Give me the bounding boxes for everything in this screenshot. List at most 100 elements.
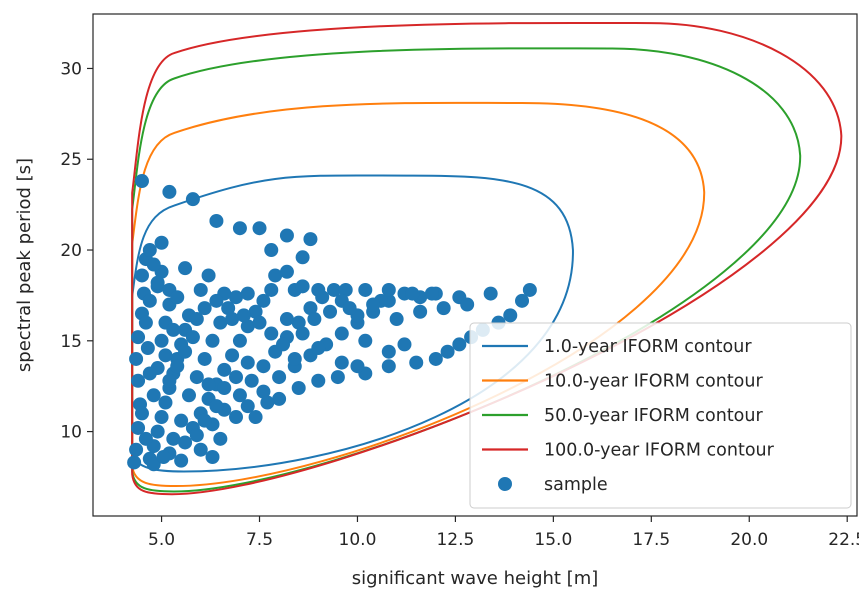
y-tick-label: 10 bbox=[60, 423, 82, 443]
sample-point bbox=[264, 326, 279, 341]
sample-point bbox=[217, 362, 232, 377]
x-axis: 5.0 7.5 10.0 12.5 15.0 17.5 20.0 22.5 bbox=[148, 516, 859, 550]
sample-point bbox=[424, 286, 439, 301]
sample-point bbox=[311, 282, 326, 297]
sample-point bbox=[225, 348, 240, 363]
sample-point bbox=[252, 315, 267, 330]
sample-point bbox=[138, 431, 153, 446]
sample-point bbox=[256, 293, 271, 308]
sample-point bbox=[244, 373, 259, 388]
sample-point bbox=[334, 326, 349, 341]
x-tick-label: 5.0 bbox=[148, 530, 175, 550]
sample-point bbox=[436, 301, 451, 316]
sample-point bbox=[154, 333, 169, 348]
legend-box bbox=[469, 322, 852, 509]
contour-2 bbox=[131, 101, 706, 488]
sample-point bbox=[291, 315, 306, 330]
sample-point bbox=[522, 282, 537, 297]
sample-point bbox=[154, 235, 169, 250]
sample-point bbox=[146, 388, 161, 403]
sample-point bbox=[197, 351, 212, 366]
sample-point bbox=[138, 315, 153, 330]
sample-point bbox=[205, 333, 220, 348]
sample-point bbox=[295, 250, 310, 265]
sample-point bbox=[174, 453, 189, 468]
sample-point bbox=[150, 275, 165, 290]
sample-point bbox=[232, 388, 247, 403]
x-tick-label: 10.0 bbox=[339, 530, 377, 550]
x-tick-label: 20.0 bbox=[730, 530, 768, 550]
sample-point bbox=[323, 304, 338, 319]
sample-point bbox=[185, 330, 200, 345]
sample-point bbox=[326, 282, 341, 297]
sample-point bbox=[162, 184, 177, 199]
contours-layer bbox=[131, 21, 843, 496]
sample-point bbox=[311, 373, 326, 388]
sample-point bbox=[381, 282, 396, 297]
sample-point bbox=[189, 428, 204, 443]
sample-point bbox=[225, 312, 240, 327]
sample-point bbox=[276, 337, 291, 352]
legend-label: 10.0-year IFORM contour bbox=[544, 372, 763, 392]
legend-label: 100.0-year IFORM contour bbox=[544, 441, 775, 461]
sample-point bbox=[358, 333, 373, 348]
sample-point bbox=[483, 286, 498, 301]
sample-point bbox=[248, 410, 263, 425]
legend-label: 50.0-year IFORM contour bbox=[544, 406, 763, 426]
sample-point bbox=[287, 351, 302, 366]
sample-point bbox=[409, 355, 424, 370]
sample-point bbox=[213, 431, 228, 446]
sample-point bbox=[229, 370, 244, 385]
y-tick-label: 30 bbox=[60, 59, 82, 79]
sample-point bbox=[205, 449, 220, 464]
sample-point bbox=[413, 304, 428, 319]
sample-point bbox=[330, 370, 345, 385]
sample-point bbox=[221, 301, 236, 316]
sample-point bbox=[170, 290, 185, 305]
y-tick-label: 25 bbox=[60, 150, 82, 170]
sample-point bbox=[201, 377, 216, 392]
sample-point bbox=[142, 366, 157, 381]
sample-point bbox=[232, 221, 247, 236]
sample-point bbox=[350, 359, 365, 374]
sample-point bbox=[162, 373, 177, 388]
sample-point bbox=[342, 301, 357, 316]
x-tick-label: 22.5 bbox=[828, 530, 859, 550]
sample-point bbox=[174, 413, 189, 428]
sample-point bbox=[256, 384, 271, 399]
sample-point bbox=[303, 232, 318, 247]
sample-point bbox=[358, 282, 373, 297]
sample-point bbox=[381, 344, 396, 359]
sample-point bbox=[131, 373, 146, 388]
sample-point bbox=[158, 348, 173, 363]
sample-point bbox=[291, 381, 306, 396]
plot-frame bbox=[92, 13, 858, 517]
sample-point bbox=[272, 370, 287, 385]
sample-point bbox=[189, 370, 204, 385]
sample-point bbox=[264, 243, 279, 258]
sample-point bbox=[236, 308, 251, 323]
sample-point bbox=[381, 359, 396, 374]
sample-point bbox=[197, 301, 212, 316]
sample-point bbox=[229, 410, 244, 425]
sample-point bbox=[178, 435, 193, 450]
sample-point bbox=[295, 326, 310, 341]
sample-point bbox=[264, 282, 279, 297]
sample-point bbox=[131, 420, 146, 435]
sample-point bbox=[197, 413, 212, 428]
sample-point bbox=[256, 359, 271, 374]
sample-point bbox=[366, 297, 381, 312]
legend-label: sample bbox=[544, 475, 608, 495]
sample-point bbox=[303, 301, 318, 316]
sample-point bbox=[209, 213, 224, 228]
sample-point bbox=[131, 330, 146, 345]
sample-point bbox=[166, 322, 181, 337]
sample-point bbox=[140, 341, 155, 356]
sample-point bbox=[193, 282, 208, 297]
sample-point bbox=[209, 293, 224, 308]
y-tick-label: 15 bbox=[60, 332, 82, 352]
sample-point bbox=[209, 399, 224, 414]
y-axis: 10 15 20 25 30 bbox=[60, 59, 93, 443]
sample-point bbox=[170, 359, 185, 374]
